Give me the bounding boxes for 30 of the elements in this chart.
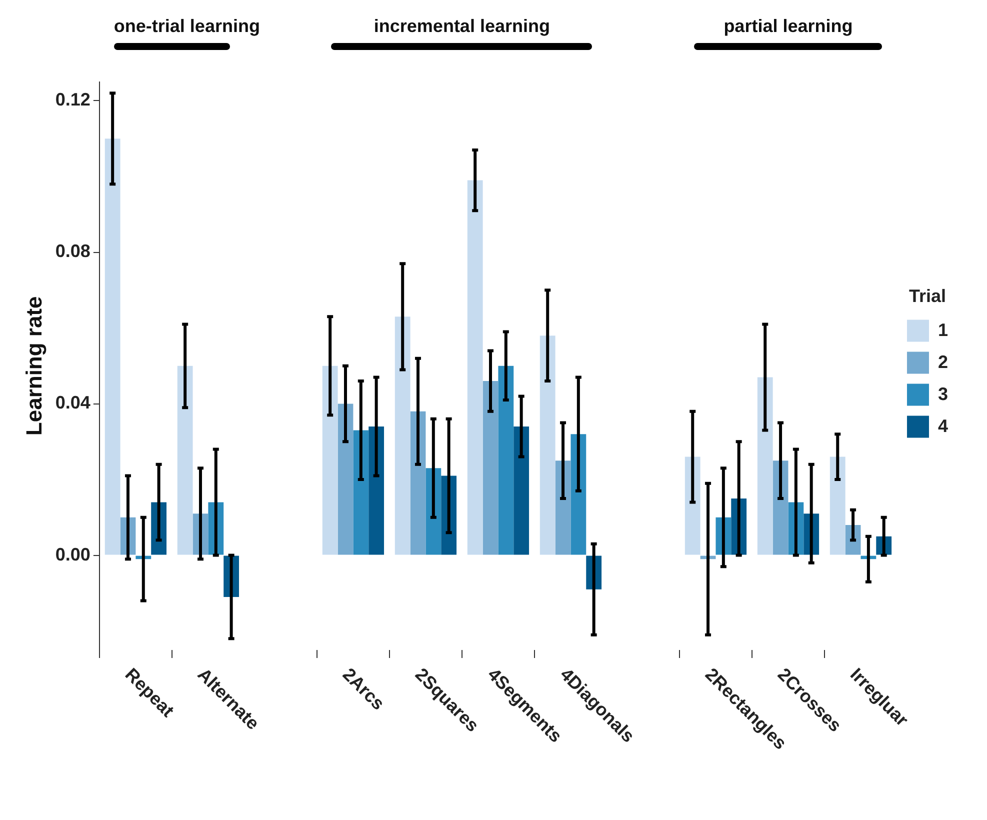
legend-title: Trial: [908, 286, 946, 306]
y-tick-label: 0.00: [55, 544, 90, 564]
y-tick-label: 0.08: [55, 241, 90, 262]
bar: [514, 426, 530, 555]
y-tick-label: 0.12: [55, 90, 90, 110]
bar: [338, 404, 354, 555]
bar: [482, 381, 498, 555]
bar: [322, 366, 338, 555]
bar: [368, 426, 384, 555]
text: partial learning: [722, 16, 854, 37]
bar: [498, 366, 514, 555]
bar: [540, 336, 556, 555]
y-tick-label: 0.04: [55, 392, 90, 413]
bar: [684, 456, 700, 555]
bar: [353, 430, 369, 555]
bar: [830, 456, 846, 555]
text: incremental learning: [372, 16, 551, 37]
legend-label: 2: [938, 352, 948, 372]
bar: [570, 434, 586, 555]
y-axis-title: Learning rate: [21, 296, 46, 436]
bar: [177, 366, 193, 555]
bar: [410, 411, 426, 555]
legend-label: 4: [938, 416, 948, 436]
text: one-trial learning: [114, 16, 260, 37]
bar: [104, 138, 120, 555]
legend-label: 1: [938, 320, 948, 340]
legend-label: 3: [938, 384, 948, 404]
bar: [394, 316, 410, 555]
bar: [467, 180, 483, 555]
bar: [757, 377, 773, 555]
